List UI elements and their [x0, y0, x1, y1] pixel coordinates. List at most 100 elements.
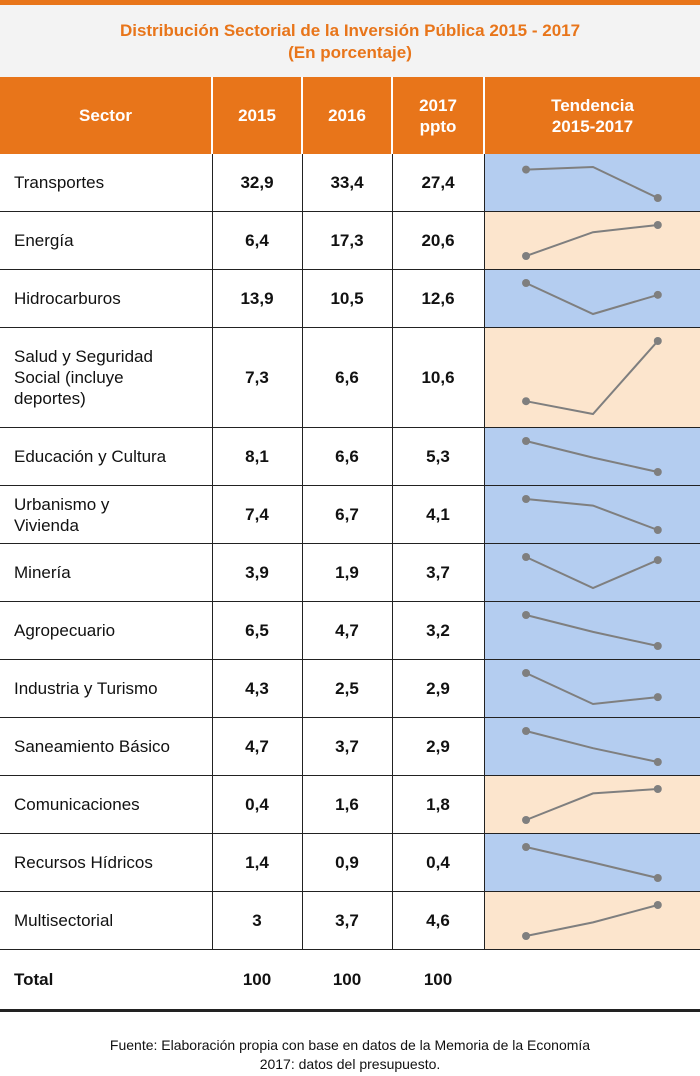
- sector-label: Energía: [14, 231, 74, 250]
- trend-cell: [483, 659, 700, 718]
- sparkline-point: [653, 221, 662, 229]
- header-row: Sector 2015 2016 2017 ppto Tendencia 2015-…: [0, 77, 700, 154]
- value-cell: 32,9: [211, 154, 302, 212]
- value-cell: 6,4: [211, 211, 302, 270]
- table-row: Industria y Turismo 4,3 2,5 2,9: [0, 659, 700, 718]
- sparkline-point: [521, 843, 530, 851]
- sparkline-series-line: [525, 556, 658, 590]
- value-cell: 20,6: [391, 211, 484, 270]
- sparkline-point: [521, 165, 530, 174]
- chart-title-text: Distribución Sectorial de la Inversión P…: [119, 21, 581, 40]
- sparkline-series-line: [525, 614, 658, 647]
- sparkline-point: [653, 785, 662, 793]
- trend-sparkline: [521, 901, 662, 940]
- total-value: 100: [212, 949, 302, 1012]
- sector-label: Agropecuario: [14, 621, 116, 640]
- investment-table: Sector 2015 2016 2017 ppto Tendencia 2015-…: [0, 77, 700, 1012]
- sparkline-series-line: [525, 165, 658, 199]
- sparkline-point: [521, 553, 530, 561]
- trend-sparkline: [521, 495, 662, 534]
- sparkline-point: [521, 932, 530, 940]
- trend-sparkline: [521, 669, 662, 706]
- sector-label: Saneamiento Básico: [14, 737, 170, 756]
- sector-cell: Educación y Cultura: [0, 427, 212, 486]
- sector-label-line: Urbanismo y: [14, 494, 110, 514]
- sector-label: Hidrocarburos: [14, 289, 121, 308]
- sparkline-point: [521, 252, 530, 260]
- sparkline-point: [521, 437, 530, 445]
- sector-label: Transportes: [14, 173, 105, 192]
- header-2017-ppto: 2017 ppto: [391, 77, 484, 154]
- value-cell: 33,4: [301, 154, 392, 212]
- table-row: Energía 6,4 17,3 20,6: [0, 211, 700, 270]
- value-cell: 3,9: [211, 543, 302, 602]
- sector-cell: Energía: [0, 211, 212, 270]
- sector-label-line: Vivienda: [14, 515, 79, 535]
- trend-sparkline: [521, 553, 662, 590]
- sparkline-series-line: [525, 440, 658, 473]
- table-row: Saneamiento Básico 4,7 3,7 2,9: [0, 717, 700, 776]
- trend-sparkline: [521, 843, 662, 882]
- sparkline-point: [653, 901, 662, 909]
- sparkline-point: [653, 526, 662, 534]
- value-cell: 0,4: [211, 775, 302, 834]
- value-cell: 12,6: [391, 269, 484, 328]
- sector-cell: Transportes: [0, 154, 212, 212]
- sector-label-line: Salud y Seguridad: [14, 347, 153, 366]
- value-cell: 0,4: [391, 833, 484, 892]
- sparkline-point: [653, 290, 662, 299]
- sector-label-line: deportes): [14, 389, 86, 408]
- table-row: Minería 3,9 1,9 3,7: [0, 543, 700, 602]
- sector-cell: Industria y Turismo: [0, 659, 212, 718]
- header-ppto-line: ppto: [419, 116, 457, 136]
- sparkline-point: [521, 727, 530, 735]
- value-cell: 2,5: [301, 659, 392, 718]
- sector-cell: Multisectorial: [0, 891, 212, 950]
- sparkline-point: [653, 642, 662, 650]
- total-row: Total 100 100 100: [0, 949, 700, 1012]
- trend-cell: [483, 543, 700, 602]
- table-row: Recursos Hídricos 1,4 0,9 0,4: [0, 833, 700, 892]
- trend-sparkline: [521, 221, 662, 260]
- sparkline-point: [653, 758, 662, 766]
- sparkline-point: [521, 495, 530, 503]
- total-label: Total: [0, 949, 212, 1012]
- sparkline-series-line: [525, 672, 658, 706]
- value-cell: 1,4: [211, 833, 302, 892]
- value-cell: 5,3: [391, 427, 484, 486]
- sparkline-series-line: [525, 846, 658, 879]
- top-rule: [0, 0, 700, 5]
- sparkline-point: [653, 874, 662, 882]
- sparkline-point: [521, 397, 530, 406]
- value-cell: 1,6: [301, 775, 392, 834]
- sector-label: Recursos Hídricos: [14, 853, 153, 872]
- sparkline-series-line: [525, 282, 658, 316]
- header-trend: Tendencia 2015-2017: [483, 77, 700, 154]
- header-2016: 2016: [301, 77, 392, 154]
- trend-sparkline: [521, 279, 662, 316]
- sparkline-series-line: [525, 224, 658, 257]
- value-cell: 1,8: [391, 775, 484, 834]
- value-cell: 4,7: [301, 601, 392, 660]
- trend-sparkline: [521, 727, 662, 766]
- trend-sparkline: [521, 437, 662, 476]
- table-row: Transportes 32,9 33,4 27,4: [0, 154, 700, 212]
- trend-cell: [483, 427, 700, 486]
- table-row: Educación y Cultura 8,1 6,6 5,3: [0, 427, 700, 486]
- value-cell: 10,6: [391, 327, 484, 428]
- header-trend-line-1: Tendencia: [551, 95, 634, 115]
- value-cell: 27,4: [391, 154, 484, 212]
- trend-sparkline: [521, 165, 662, 202]
- sparkline-point: [653, 468, 662, 476]
- source-line-2: 2017: datos del presupuesto.: [259, 1056, 441, 1072]
- sparkline-point: [653, 194, 662, 202]
- trend-cell: [483, 833, 700, 892]
- sparkline-point: [521, 669, 530, 677]
- value-cell: 3,7: [301, 891, 392, 950]
- table-row: Salud y Seguridad Social (incluye deportes…: [0, 327, 700, 428]
- trend-sparkline: [521, 337, 662, 416]
- sparkline-series-line: [525, 904, 658, 937]
- table-row: Hidrocarburos 13,9 10,5 12,6: [0, 269, 700, 328]
- sector-cell: Agropecuario: [0, 601, 212, 660]
- value-cell: 6,6: [301, 327, 392, 428]
